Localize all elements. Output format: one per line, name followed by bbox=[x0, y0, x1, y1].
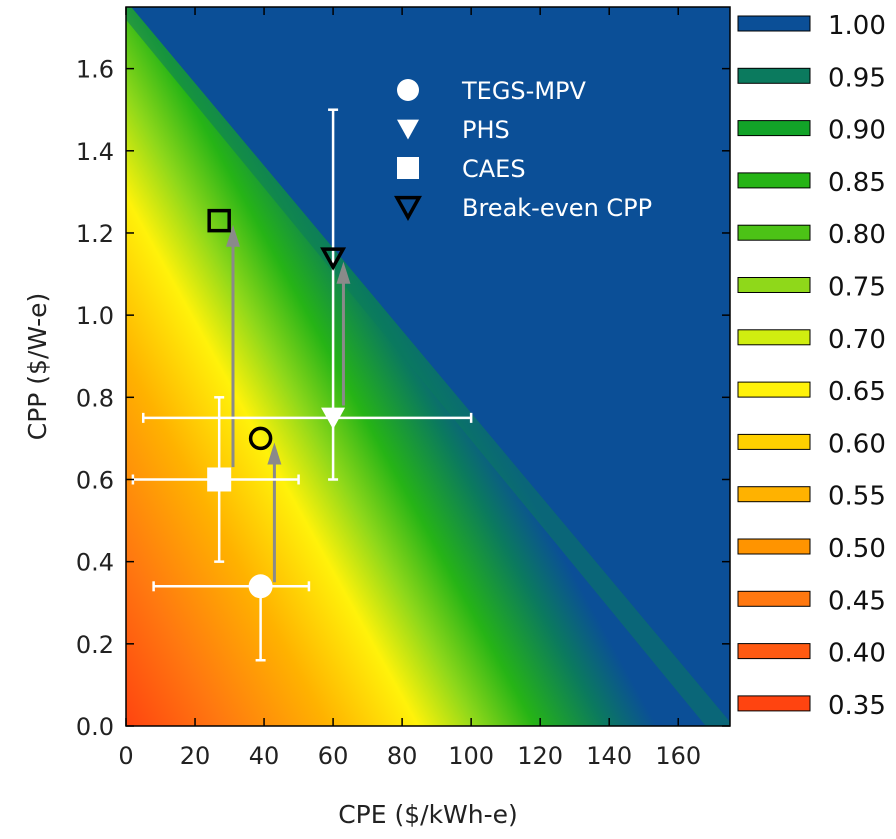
colorbar-label: 0.55 bbox=[828, 482, 886, 512]
legend-entry: PHS bbox=[397, 116, 510, 144]
y-axis-title: CPP ($/W-e) bbox=[23, 293, 52, 441]
colorbar-swatch bbox=[737, 590, 811, 607]
legend-marker bbox=[397, 157, 419, 179]
colorbar-swatch bbox=[737, 695, 811, 712]
x-tick-label: 140 bbox=[586, 742, 632, 770]
marker-TEGS-MPV bbox=[248, 574, 273, 599]
colorbar-swatch bbox=[737, 433, 811, 450]
arrow-head-2 bbox=[225, 224, 240, 247]
plot-area bbox=[126, 7, 730, 726]
marker-PHS bbox=[321, 407, 346, 430]
colorbar-swatch bbox=[737, 643, 811, 660]
region-max bbox=[131, 7, 730, 726]
arrow-head-1 bbox=[336, 261, 351, 284]
colorbar-label: 0.65 bbox=[828, 377, 886, 407]
colorbar-label: 0.80 bbox=[828, 220, 886, 250]
colorbar-label: 0.60 bbox=[828, 429, 886, 459]
x-tick-label: 60 bbox=[318, 742, 349, 770]
colorbar-swatch bbox=[737, 67, 811, 84]
region-boundary bbox=[126, 7, 730, 726]
legend-marker bbox=[397, 119, 419, 140]
colorbar-label: 0.50 bbox=[828, 534, 886, 564]
marker-break-even-1 bbox=[320, 247, 347, 271]
legend-label: CAES bbox=[462, 155, 526, 183]
colorbar-swatch bbox=[737, 15, 811, 32]
colorbar-label: 0.90 bbox=[828, 116, 886, 146]
y-tick-label: 1.0 bbox=[76, 302, 114, 330]
colorbar-swatch bbox=[737, 172, 811, 189]
colorbar-label: 0.40 bbox=[828, 639, 886, 669]
colorbar-label: 0.35 bbox=[828, 691, 886, 721]
y-tick-label: 0.4 bbox=[76, 549, 114, 577]
colorbar-label: 1.00 bbox=[828, 11, 886, 41]
legend: TEGS-MPV PHS CAES Break-even CPP bbox=[394, 77, 652, 222]
y-tick-label: 0.6 bbox=[76, 466, 114, 494]
plot-frame bbox=[125, 6, 731, 727]
legend-label: Break-even CPP bbox=[462, 194, 652, 222]
colorbar-swatch bbox=[737, 381, 811, 398]
colorbar-swatch bbox=[737, 277, 811, 293]
legend-entry: TEGS-MPV bbox=[397, 77, 586, 105]
legend-marker bbox=[397, 79, 419, 101]
marker-break-even-0 bbox=[248, 426, 273, 451]
colorbar-swatch bbox=[737, 120, 811, 137]
x-tick-label: 120 bbox=[517, 742, 563, 770]
legend-label: TEGS-MPV bbox=[461, 77, 586, 105]
x-tick-label: 100 bbox=[448, 742, 494, 770]
x-axis-title: CPE ($/kWh-e) bbox=[338, 800, 518, 829]
marker-CAES bbox=[207, 467, 232, 492]
legend-entry: CAES bbox=[397, 155, 526, 183]
colorbar: 1.00 0.95 0.90 0.85 0.80 0.75 0.70 0.65 0.60 0.55… bbox=[737, 11, 886, 721]
y-tick-label: 0.8 bbox=[76, 384, 114, 412]
x-tick-label: 40 bbox=[249, 742, 280, 770]
y-tick-label: 1.6 bbox=[76, 56, 114, 84]
marker-break-even-2 bbox=[207, 208, 231, 233]
x-tick-label: 0 bbox=[118, 742, 133, 770]
x-tick-label: 160 bbox=[655, 742, 701, 770]
colorbar-swatch bbox=[737, 224, 811, 241]
colorbar-label: 0.85 bbox=[828, 168, 886, 198]
y-tick-label: 0.2 bbox=[76, 631, 114, 659]
colorbar-swatch bbox=[737, 538, 811, 555]
x-tick-label: 80 bbox=[387, 742, 418, 770]
x-tick-label: 20 bbox=[180, 742, 211, 770]
arrow-head-0 bbox=[267, 442, 282, 465]
colorbar-swatch bbox=[737, 329, 811, 346]
axes: 0 20 40 60 80 100 120 140 160 0.0 0.2 0.4 0.6 0.8 1.0 1… bbox=[76, 6, 731, 770]
legend-label: PHS bbox=[462, 116, 510, 144]
colorbar-label: 0.45 bbox=[828, 586, 886, 616]
data-markers bbox=[131, 108, 473, 662]
legend-marker bbox=[394, 195, 422, 222]
colorbar-label: 0.70 bbox=[828, 325, 886, 355]
colorbar-label: 0.95 bbox=[828, 63, 886, 93]
colorbar-label: 0.75 bbox=[828, 273, 886, 303]
y-tick-label: 1.4 bbox=[76, 138, 114, 166]
colorbar-swatch bbox=[737, 486, 811, 503]
y-tick-label: 1.2 bbox=[76, 220, 114, 248]
y-tick-label: 0.0 bbox=[76, 713, 114, 741]
legend-entry: Break-even CPP bbox=[394, 194, 652, 222]
